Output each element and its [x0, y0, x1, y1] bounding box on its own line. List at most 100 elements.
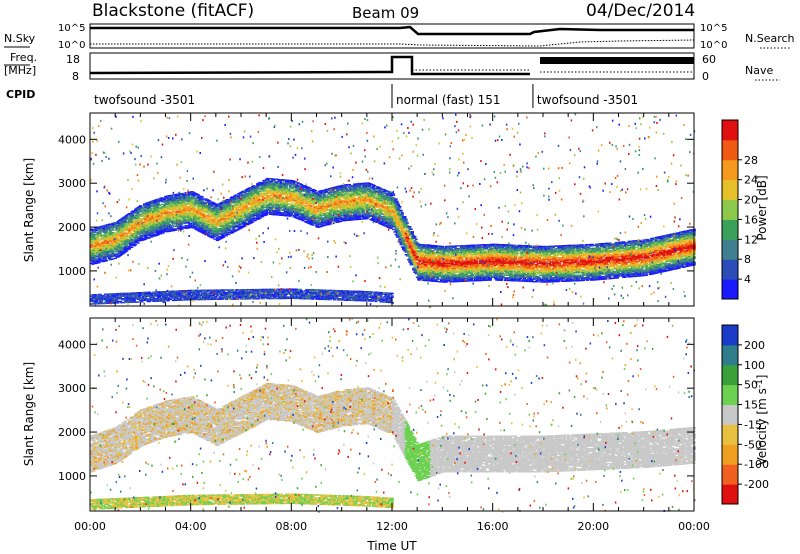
heatmap-cell: [263, 204, 267, 206]
heatmap-cell: [257, 198, 261, 200]
heatmap-cell: [125, 246, 129, 248]
heatmap-cell: [230, 218, 235, 221]
heatmap-cell: [120, 231, 124, 233]
heatmap-cell: [319, 195, 323, 197]
heatmap-cell: [162, 205, 167, 207]
heatmap-cell: [301, 218, 305, 221]
heatmap-cell: [301, 185, 305, 188]
heatmap-cell: [93, 257, 97, 259]
heatmap-cell: [288, 196, 292, 199]
heatmap-cell: [243, 200, 247, 202]
heatmap-cell: [280, 214, 284, 216]
heatmap-cell: [222, 236, 226, 238]
heatmap-cell: [276, 198, 280, 200]
heatmap-cell: [273, 210, 277, 212]
heatmap-cell: [105, 248, 109, 250]
heatmap-cell: [300, 215, 304, 217]
heatmap-cell: [249, 220, 253, 223]
heatmap-cell: [156, 228, 160, 231]
heatmap-cell: [160, 197, 164, 199]
heatmap-cell: [111, 250, 115, 252]
heatmap-cell: [266, 184, 270, 186]
heatmap-cell: [111, 258, 115, 260]
date-title: 04/Dec/2014: [586, 1, 695, 21]
heatmap-cell: [186, 216, 190, 219]
heatmap-cell: [183, 193, 187, 196]
heatmap-cell: [171, 222, 175, 224]
heatmap-cell: [296, 200, 300, 203]
heatmap-cell: [95, 229, 99, 231]
heatmap-cell: [268, 195, 272, 197]
heatmap-cell: [296, 202, 300, 204]
heatmap-cell: [232, 210, 236, 212]
heatmap-cell: [184, 205, 188, 207]
heatmap-cell: [223, 220, 227, 222]
heatmap-cell: [237, 206, 241, 208]
heatmap-cell: [313, 217, 318, 219]
heatmap-cell: [239, 191, 243, 194]
heatmap-cell: [111, 251, 115, 254]
heatmap-cell: [268, 201, 272, 204]
heatmap-cell: [160, 213, 164, 215]
heatmap-cell: [210, 225, 214, 227]
heatmap-cell: [215, 231, 219, 234]
heatmap-cell: [135, 232, 139, 235]
heatmap-cell: [313, 212, 318, 214]
heatmap-cell: [317, 205, 321, 207]
heatmap-cell: [306, 205, 310, 207]
nsky-tick-low: 10^0: [58, 40, 85, 51]
heatmap-cell: [277, 197, 281, 199]
heatmap-cell: [264, 210, 269, 212]
heatmap-cell: [191, 195, 196, 197]
heatmap-cell: [291, 206, 295, 208]
heatmap-cell: [131, 239, 135, 241]
heatmap-cell: [121, 225, 125, 227]
heatmap-cell: [263, 187, 267, 189]
heatmap-cell: [152, 234, 157, 236]
heatmap-cell: [150, 234, 154, 237]
heatmap-cell: [102, 250, 106, 252]
heatmap-cell: [273, 185, 277, 187]
heatmap-cell: [141, 207, 145, 210]
heatmap-cell: [174, 229, 178, 231]
heatmap-cell: [313, 189, 318, 192]
heatmap-cell: [271, 190, 275, 192]
heatmap-cell: [195, 193, 199, 196]
heatmap-cell: [213, 202, 217, 205]
heatmap-cell: [204, 228, 208, 230]
heatmap-cell: [170, 195, 174, 198]
heatmap-cell: [120, 227, 124, 229]
heatmap-cell: [205, 206, 209, 209]
heatmap-cell: [164, 213, 168, 215]
heatmap-cell: [237, 208, 241, 211]
heatmap-cell: [322, 193, 326, 195]
heatmap-cell: [139, 222, 143, 224]
heatmap-cell: [181, 200, 185, 202]
heatmap-cell: [261, 195, 265, 197]
heatmap-cell: [303, 206, 308, 208]
heatmap-cell: [319, 199, 323, 201]
heatmap-cell: [196, 195, 201, 197]
heatmap-cell: [134, 224, 138, 226]
heatmap-cell: [222, 235, 226, 237]
heatmap-cell: [204, 198, 208, 200]
heatmap-cell: [256, 218, 260, 221]
heatmap-cell: [266, 189, 270, 192]
heatmap-cell: [268, 213, 272, 215]
heatmap-cell: [183, 198, 187, 201]
heatmap-cell: [149, 211, 153, 214]
heatmap-cell: [90, 240, 94, 242]
heatmap-cell: [115, 254, 119, 256]
heatmap-cell: [285, 201, 289, 204]
heatmap-cell: [103, 227, 107, 229]
heatmap-cell: [157, 204, 162, 206]
heatmap-cell: [173, 223, 177, 225]
heatmap-cell: [224, 224, 228, 226]
heatmap-cell: [93, 247, 97, 249]
heatmap-cell: [233, 202, 237, 205]
heatmap-cell: [101, 235, 105, 238]
heatmap-cell: [151, 221, 155, 223]
heatmap-cell: [232, 223, 236, 225]
heatmap-cell: [105, 232, 109, 234]
heatmap-cell: [288, 200, 292, 203]
